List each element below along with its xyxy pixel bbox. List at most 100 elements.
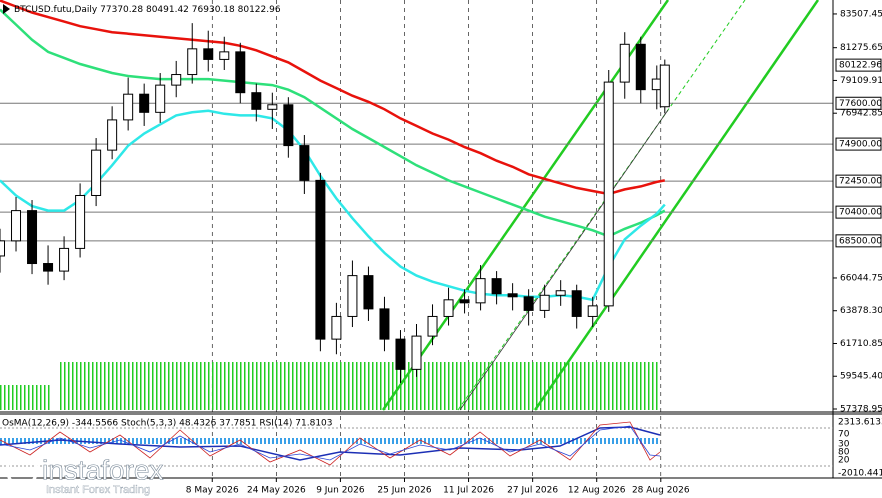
candle-body — [43, 263, 54, 272]
candle-body — [139, 93, 150, 113]
level-label: 72450.00 — [839, 177, 882, 187]
y-tick-label: 83507.45 — [840, 9, 882, 19]
y-tick-label: 76942.85 — [840, 109, 882, 119]
level-label: 70400.00 — [839, 208, 882, 218]
volume-bars — [0, 362, 660, 410]
indicator-tick-label: 70 — [838, 430, 850, 440]
levels — [0, 102, 833, 242]
x-tick-label: 27 Jul 2026 — [507, 486, 558, 496]
price-label: 80122.96 — [839, 61, 882, 71]
stoch-signal — [0, 425, 661, 461]
channel-line — [533, 0, 820, 411]
candle-body — [603, 81, 614, 307]
rsi-line — [0, 426, 661, 461]
x-tick-label: 25 Jun 2026 — [377, 486, 431, 496]
candle-body — [59, 247, 70, 272]
logo-icon — [5, 453, 39, 487]
candle-body — [299, 145, 310, 181]
ohlc-high: 80491.42 — [146, 5, 189, 15]
indicator-title: OsMA(12,26,9) -344.5566 Stoch(5,3,3) 48.… — [2, 419, 333, 429]
candle-body — [75, 194, 86, 249]
candle-body — [475, 278, 486, 304]
x-tick-label: 8 May 2026 — [186, 486, 239, 496]
y-tick-label: 57378.95 — [840, 404, 882, 414]
candle-body — [539, 294, 550, 311]
candle-body — [107, 119, 118, 151]
ohlc-close: 80122.96 — [238, 5, 281, 15]
y-tick-label: 81275.65 — [840, 43, 882, 53]
candle-body — [315, 179, 326, 340]
level-label-box — [835, 137, 882, 151]
candle-body — [659, 64, 670, 108]
watermark-tagline: Instant Forex Trading — [46, 484, 150, 496]
candle-body — [219, 51, 230, 60]
level-label: 74900.00 — [839, 140, 882, 150]
candles — [0, 23, 670, 383]
ohlc-open: 77370.28 — [100, 5, 143, 15]
watermark: instaforex Instant Forex Trading — [5, 453, 164, 496]
ohlc-low: 76930.18 — [192, 5, 235, 15]
candle-body — [0, 240, 5, 257]
candle-body — [363, 275, 374, 310]
candle-body — [11, 210, 22, 242]
x-tick-label: 11 Jul 2026 — [443, 486, 494, 496]
level-label-box — [835, 96, 882, 110]
y-tick-label: 66044.75 — [840, 273, 882, 283]
candle-body — [91, 149, 102, 196]
watermark-brand: instaforex — [42, 454, 163, 485]
candle-body — [123, 93, 134, 121]
indicator-tick-label: 80 — [838, 448, 850, 458]
indicator-pane: OsMA(12,26,9) -344.5566 Stoch(5,3,3) 48.… — [0, 419, 833, 467]
candle-body — [187, 48, 198, 76]
title-marker — [3, 4, 10, 14]
level-label-box — [835, 205, 882, 219]
candle-body — [379, 308, 390, 340]
candle-body — [635, 43, 646, 91]
indicator-tick-label: -2010.4417 — [838, 469, 882, 479]
volume-area — [0, 385, 52, 410]
x-tick-label: 28 Aug 2026 — [632, 486, 690, 496]
candle-body — [555, 290, 566, 296]
symbol: BTCUSD.futu,Daily — [14, 5, 98, 15]
candle-body — [331, 315, 342, 340]
candle-body — [155, 84, 166, 113]
y-tick-label: 79109.91 — [840, 76, 882, 86]
y-tick-label: 59545.40 — [840, 372, 882, 382]
indicator-tick-label: 30 — [838, 440, 850, 450]
candle-body — [347, 275, 358, 317]
candle-body — [619, 43, 630, 83]
moving-average — [0, 0, 666, 196]
candle-body — [587, 305, 598, 317]
candle-body — [203, 48, 214, 60]
candle-body — [171, 74, 182, 86]
y-tick-label: 63878.30 — [840, 306, 882, 316]
y-tick-label: 61710.85 — [840, 339, 882, 349]
indicator-tick-label: 20 — [838, 456, 850, 466]
price-label-box — [835, 58, 882, 72]
stoch-line — [0, 421, 661, 466]
x-tick-label: 24 May 2026 — [247, 486, 306, 496]
x-axis: 8 May 2026 24 May 2026 9 Jun 2026 25 Jun 20… — [186, 478, 690, 496]
level-label-box — [835, 174, 882, 188]
level-label: 68500.00 — [839, 236, 882, 246]
chart-title: BTCUSD.futu,Daily 77370.28 80491.42 7693… — [14, 5, 281, 15]
candle-body — [411, 335, 422, 370]
candle-body — [523, 296, 534, 311]
volume-area — [60, 362, 660, 410]
indicator-tick-label: 2313.6133 — [838, 418, 882, 428]
candle-body — [443, 299, 454, 317]
trend-line — [459, 109, 669, 411]
x-tick-label: 9 Jun 2026 — [316, 486, 365, 496]
candle-body — [283, 104, 294, 147]
level-label-box — [835, 234, 882, 248]
moving-average — [0, 8, 666, 238]
candle-body — [27, 210, 38, 265]
candle-body — [571, 290, 582, 317]
candle-body — [459, 299, 470, 304]
candle-body — [251, 92, 262, 110]
candle-body — [507, 293, 518, 298]
candle-body — [395, 338, 406, 370]
